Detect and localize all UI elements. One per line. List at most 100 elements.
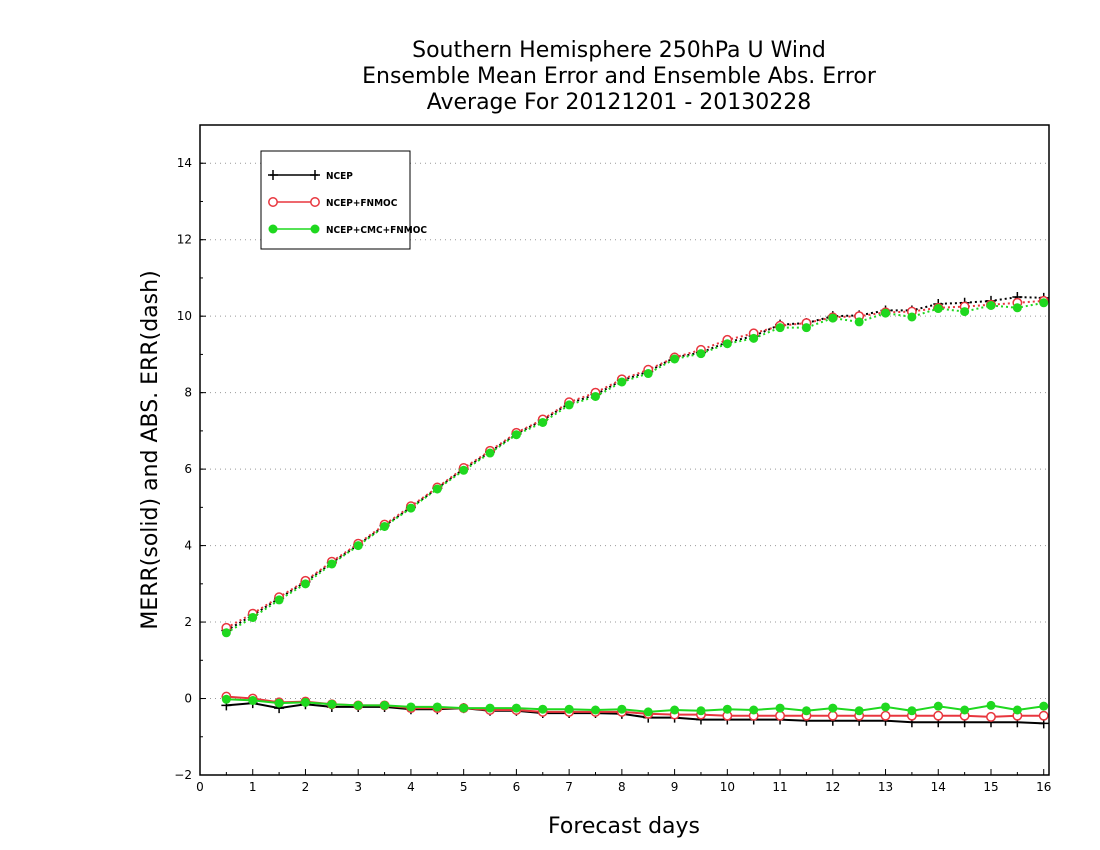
point-ncep-cmc-fnmoc-mean-err (986, 700, 996, 710)
point-ncep-cmc-fnmoc-abs-err (485, 448, 495, 458)
legend-label-ncep-fnmoc: NCEP+FNMOC (326, 198, 398, 209)
x-tick-label: 0 (196, 780, 204, 794)
point-ncep-cmc-fnmoc-abs-err (459, 465, 469, 475)
x-tick-label: 1 (249, 780, 257, 794)
point-ncep-cmc-fnmoc-mean-err (1039, 701, 1049, 711)
legend-marker-ncep-cmc-fnmoc (268, 224, 278, 234)
x-tick-label: 6 (513, 780, 521, 794)
chart-title-line-3: Average For 20121201 - 20130228 (427, 90, 812, 115)
point-ncep-cmc-fnmoc-abs-err (986, 300, 996, 310)
point-ncep-cmc-fnmoc-mean-err (775, 703, 785, 713)
x-axis-label: Forecast days (548, 814, 700, 839)
line-ncep-abs-err (225, 296, 1044, 632)
point-ncep-cmc-fnmoc-mean-err (960, 705, 970, 715)
y-tick-label: 2 (184, 615, 192, 629)
chart-title-line-1: Southern Hemisphere 250hPa U Wind (412, 38, 826, 63)
point-ncep-cmc-fnmoc-abs-err (722, 339, 732, 349)
grid (200, 162, 1049, 776)
x-tick-label: 13 (878, 780, 893, 794)
legend-marker-ncep (310, 170, 320, 180)
point-ncep-cmc-fnmoc-mean-err (749, 705, 759, 715)
point-ncep-cmc-fnmoc-abs-err (749, 333, 759, 343)
point-ncep-cmc-fnmoc-mean-err (564, 704, 574, 714)
series-ncep (221, 292, 1049, 729)
point-ncep-cmc-fnmoc-mean-err (248, 695, 258, 705)
point-ncep-fnmoc-mean-err (986, 711, 996, 722)
series-ncep-cmc-fnmoc (221, 298, 1049, 717)
x-tick-label: 12 (825, 780, 840, 794)
point-ncep-cmc-fnmoc-abs-err (1039, 298, 1049, 308)
point-ncep-cmc-fnmoc-mean-err (380, 700, 390, 710)
x-tick-label: 3 (354, 780, 362, 794)
legend-label-ncep-cmc-fnmoc: NCEP+CMC+FNMOC (326, 225, 427, 236)
line-ncep-fnmoc-abs-err (225, 299, 1044, 629)
point-ncep-cmc-fnmoc-abs-err (828, 313, 838, 323)
y-tick-label: 12 (177, 233, 192, 247)
point-ncep-cmc-fnmoc-mean-err (854, 706, 864, 716)
legend-label-ncep: NCEP (326, 171, 353, 182)
x-tick-label: 10 (720, 780, 735, 794)
point-ncep-cmc-fnmoc-abs-err (432, 484, 442, 494)
series-layer (221, 292, 1049, 729)
point-ncep-cmc-fnmoc-mean-err (511, 703, 521, 713)
point-ncep-cmc-fnmoc-mean-err (406, 702, 416, 712)
point-ncep-cmc-fnmoc-mean-err (300, 697, 310, 707)
y-tick-label: 10 (177, 309, 192, 323)
y-tick-label: −2 (174, 768, 192, 782)
point-ncep-cmc-fnmoc-abs-err (854, 317, 864, 327)
point-ncep-cmc-fnmoc-abs-err (643, 369, 653, 379)
point-ncep-cmc-fnmoc-mean-err (538, 704, 548, 714)
x-tick-label: 16 (1036, 780, 1051, 794)
legend-marker-ncep-fnmoc (268, 197, 278, 207)
point-ncep-cmc-fnmoc-abs-err (327, 559, 337, 569)
point-ncep-cmc-fnmoc-mean-err (353, 700, 363, 710)
point-ncep-cmc-fnmoc-abs-err (248, 612, 258, 622)
point-ncep-cmc-fnmoc-mean-err (590, 705, 600, 715)
point-ncep-cmc-fnmoc-mean-err (801, 706, 811, 716)
point-ncep-cmc-fnmoc-abs-err (801, 323, 811, 333)
point-ncep-cmc-fnmoc-mean-err (907, 706, 917, 716)
y-tick-label: 6 (184, 462, 192, 476)
point-ncep-cmc-fnmoc-abs-err (538, 417, 548, 427)
line-ncep-cmc-fnmoc-mean-err (226, 698, 1044, 713)
line-ncep-cmc-fnmoc-abs-err (225, 301, 1044, 634)
point-ncep-fnmoc-mean-err (880, 710, 891, 721)
legend: NCEP NCEP+FNMOC NCEP+CMC+FNMOC (260, 150, 427, 250)
y-tick-label: 14 (177, 156, 192, 170)
point-ncep-cmc-fnmoc-abs-err (221, 628, 231, 638)
x-tick-label: 5 (460, 780, 468, 794)
point-ncep-cmc-fnmoc-abs-err (380, 521, 390, 531)
point-ncep-cmc-fnmoc-abs-err (511, 430, 521, 440)
point-ncep-fnmoc-mean-err (933, 710, 944, 721)
point-ncep-cmc-fnmoc-mean-err (327, 699, 337, 709)
x-tick-label: 11 (772, 780, 787, 794)
point-ncep-cmc-fnmoc-abs-err (353, 541, 363, 551)
point-ncep-cmc-fnmoc-mean-err (828, 703, 838, 713)
point-ncep-cmc-fnmoc-abs-err (907, 312, 917, 322)
point-ncep-cmc-fnmoc-mean-err (670, 705, 680, 715)
point-ncep-fnmoc-mean-err (827, 710, 838, 721)
point-ncep-cmc-fnmoc-abs-err (274, 595, 284, 605)
point-ncep-cmc-fnmoc-abs-err (564, 400, 574, 410)
point-ncep-cmc-fnmoc-abs-err (933, 304, 943, 314)
x-tick-label: 4 (407, 780, 415, 794)
x-tick-label: 7 (565, 780, 573, 794)
point-ncep-cmc-fnmoc-mean-err (274, 698, 284, 708)
point-ncep-cmc-fnmoc-abs-err (300, 579, 310, 589)
x-tick-label: 14 (931, 780, 946, 794)
point-ncep-cmc-fnmoc-abs-err (881, 308, 891, 318)
y-tick-label: 0 (184, 692, 192, 706)
point-ncep-cmc-fnmoc-abs-err (670, 354, 680, 364)
point-ncep-cmc-fnmoc-mean-err (432, 702, 442, 712)
x-tick-label: 15 (983, 780, 998, 794)
point-ncep-cmc-fnmoc-abs-err (960, 307, 970, 317)
point-ncep-cmc-fnmoc-abs-err (590, 391, 600, 401)
legend-marker-ncep-fnmoc (310, 197, 320, 207)
point-ncep-cmc-fnmoc-abs-err (1012, 303, 1022, 313)
y-tick-label: 8 (184, 386, 192, 400)
series-ncep-fnmoc (221, 295, 1049, 722)
point-ncep-cmc-fnmoc-mean-err (221, 694, 231, 704)
point-ncep-cmc-fnmoc-mean-err (1012, 705, 1022, 715)
